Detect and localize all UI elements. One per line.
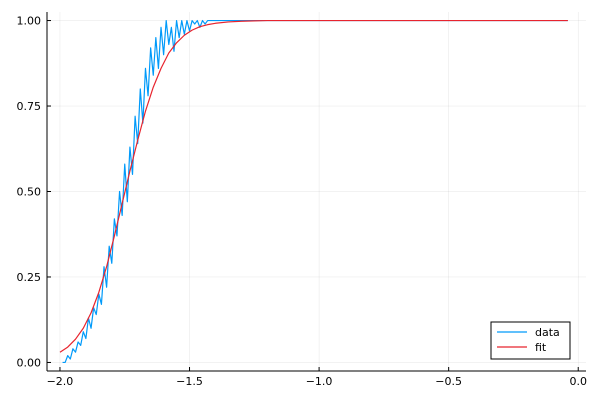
x-tick-label: −0.5 <box>435 375 462 388</box>
y-tick-label: 1.00 <box>17 15 42 28</box>
y-tick-label: 0.00 <box>17 356 42 369</box>
x-tick-label: 0.0 <box>569 375 587 388</box>
legend-label-fit: fit <box>535 341 547 354</box>
y-tick-label: 0.25 <box>17 271 42 284</box>
x-tick-label: −1.0 <box>306 375 333 388</box>
x-axis-ticks: −2.0 −1.5 −1.0 −0.5 0.0 <box>47 367 587 388</box>
x-tick-label: −1.5 <box>176 375 203 388</box>
legend-label-data: data <box>535 326 560 339</box>
y-tick-label: 0.75 <box>17 100 42 113</box>
legend: data fit <box>490 321 571 360</box>
y-tick-label: 0.50 <box>17 186 42 199</box>
legend-box <box>490 321 571 360</box>
series-line-fit <box>59 19 568 353</box>
series-line-data <box>62 19 568 364</box>
y-axis-ticks: 0.00 0.25 0.50 0.75 1.00 <box>17 15 51 369</box>
x-tick-label: −2.0 <box>47 375 74 388</box>
plot-lines <box>59 19 568 364</box>
